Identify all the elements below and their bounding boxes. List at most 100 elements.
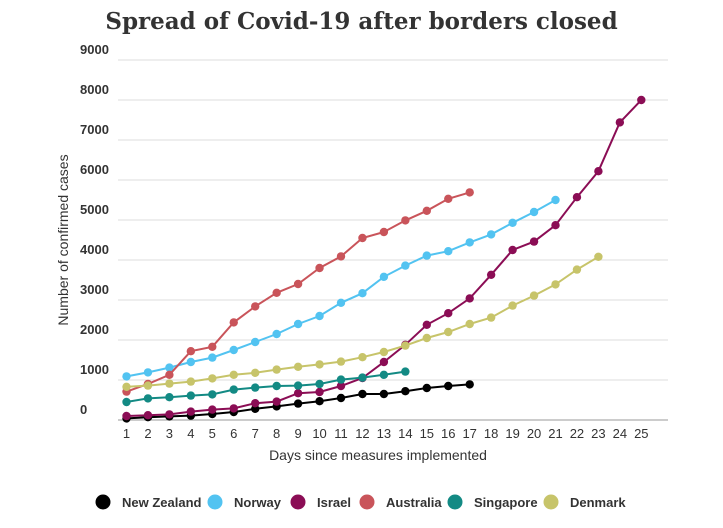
- y-tick-label: 2000: [80, 322, 109, 337]
- point-singapore: [401, 367, 410, 376]
- point-australia: [379, 227, 389, 237]
- legend-label-new-zealand: New Zealand: [122, 495, 202, 510]
- point-norway: [186, 357, 196, 367]
- point-australia: [401, 216, 410, 225]
- point-singapore: [315, 379, 324, 389]
- point-denmark: [336, 357, 346, 366]
- legend-item-singapore: Singapore: [447, 494, 538, 510]
- x-tick-label: 25: [634, 426, 648, 441]
- point-denmark: [208, 374, 217, 383]
- x-tick-label: 22: [570, 426, 584, 441]
- y-tick-label: 4000: [80, 242, 109, 257]
- point-singapore: [272, 381, 281, 391]
- point-new-zealand: [358, 389, 367, 399]
- point-denmark: [315, 360, 324, 369]
- point-israel: [122, 411, 131, 421]
- point-norway: [401, 261, 410, 270]
- point-singapore: [229, 385, 238, 394]
- y-tick-label: 1000: [80, 362, 109, 377]
- point-denmark: [165, 379, 174, 388]
- point-new-zealand: [293, 399, 303, 408]
- point-denmark: [508, 301, 517, 310]
- point-israel: [186, 407, 196, 416]
- legend: New Zealand Norway Israel Australia Singapor…: [95, 494, 626, 510]
- x-tick-label: 17: [462, 426, 476, 441]
- series-singapore: [122, 367, 410, 407]
- point-denmark: [251, 368, 260, 377]
- point-denmark: [486, 313, 496, 322]
- point-israel: [508, 245, 517, 255]
- x-tick-label: 20: [527, 426, 541, 441]
- x-tick-label: 1: [123, 426, 130, 441]
- x-tick-label: 15: [420, 426, 434, 441]
- point-denmark: [401, 341, 410, 350]
- point-israel: [379, 357, 389, 367]
- y-axis-label: Number of confirmed cases: [55, 154, 71, 325]
- legend-swatch-australia: [359, 494, 375, 510]
- x-tick-label: 23: [591, 426, 605, 441]
- point-singapore: [336, 375, 346, 384]
- legend-label-denmark: Denmark: [570, 495, 626, 510]
- point-israel: [594, 167, 603, 176]
- legend-label-israel: Israel: [317, 495, 351, 510]
- x-tick-label: 9: [294, 426, 301, 441]
- x-tick-label: 7: [252, 426, 259, 441]
- point-norway: [336, 298, 346, 307]
- point-new-zealand: [444, 381, 453, 391]
- point-norway: [444, 247, 453, 256]
- point-israel: [444, 309, 453, 318]
- point-norway: [165, 363, 174, 372]
- series-australia: [122, 188, 474, 396]
- legend-item-israel: Israel: [290, 494, 351, 510]
- point-israel: [422, 320, 431, 329]
- point-norway: [508, 218, 517, 227]
- point-singapore: [186, 391, 196, 400]
- point-norway: [272, 329, 281, 339]
- x-tick-label: 16: [441, 426, 455, 441]
- point-norway: [422, 251, 431, 260]
- x-axis-label: Days since measures implemented: [269, 447, 487, 463]
- point-norway: [379, 272, 389, 281]
- point-australia: [165, 370, 174, 379]
- legend-swatch-singapore: [447, 494, 463, 510]
- point-singapore: [379, 370, 389, 379]
- y-tick-label: 0: [80, 402, 87, 417]
- point-norway: [229, 345, 238, 355]
- point-singapore: [165, 393, 174, 402]
- point-norway: [143, 368, 153, 377]
- legend-label-singapore: Singapore: [474, 495, 538, 510]
- legend-swatch-norway: [207, 494, 223, 510]
- point-singapore: [251, 383, 260, 392]
- legend-label-australia: Australia: [386, 495, 442, 510]
- point-israel: [293, 389, 303, 398]
- x-tick-label: 2: [144, 426, 151, 441]
- point-denmark: [186, 377, 196, 386]
- x-tick-label: 8: [273, 426, 280, 441]
- point-israel: [208, 405, 217, 414]
- x-tick-label: 18: [484, 426, 498, 441]
- point-singapore: [358, 373, 367, 382]
- point-new-zealand: [401, 387, 410, 396]
- series-group: [122, 95, 646, 423]
- point-denmark: [444, 327, 453, 337]
- point-israel: [143, 411, 153, 420]
- point-australia: [293, 279, 303, 289]
- point-australia: [315, 263, 324, 273]
- legend-swatch-new-zealand: [95, 494, 111, 510]
- series-denmark: [122, 252, 603, 391]
- y-tick-label: 9000: [80, 42, 109, 57]
- point-norway: [208, 353, 217, 362]
- y-tick-label: 6000: [80, 162, 109, 177]
- y-tick-label: 7000: [80, 122, 109, 137]
- series-norway: [122, 195, 560, 381]
- x-tick-label: 21: [548, 426, 562, 441]
- x-tick-label: 11: [334, 426, 348, 441]
- legend-item-norway: Norway: [207, 494, 282, 510]
- point-australia: [208, 342, 217, 351]
- point-singapore: [143, 394, 153, 403]
- point-israel: [529, 237, 539, 246]
- point-israel: [465, 294, 474, 303]
- point-singapore: [122, 397, 131, 407]
- legend-item-denmark: Denmark: [543, 494, 626, 510]
- point-singapore: [293, 381, 303, 390]
